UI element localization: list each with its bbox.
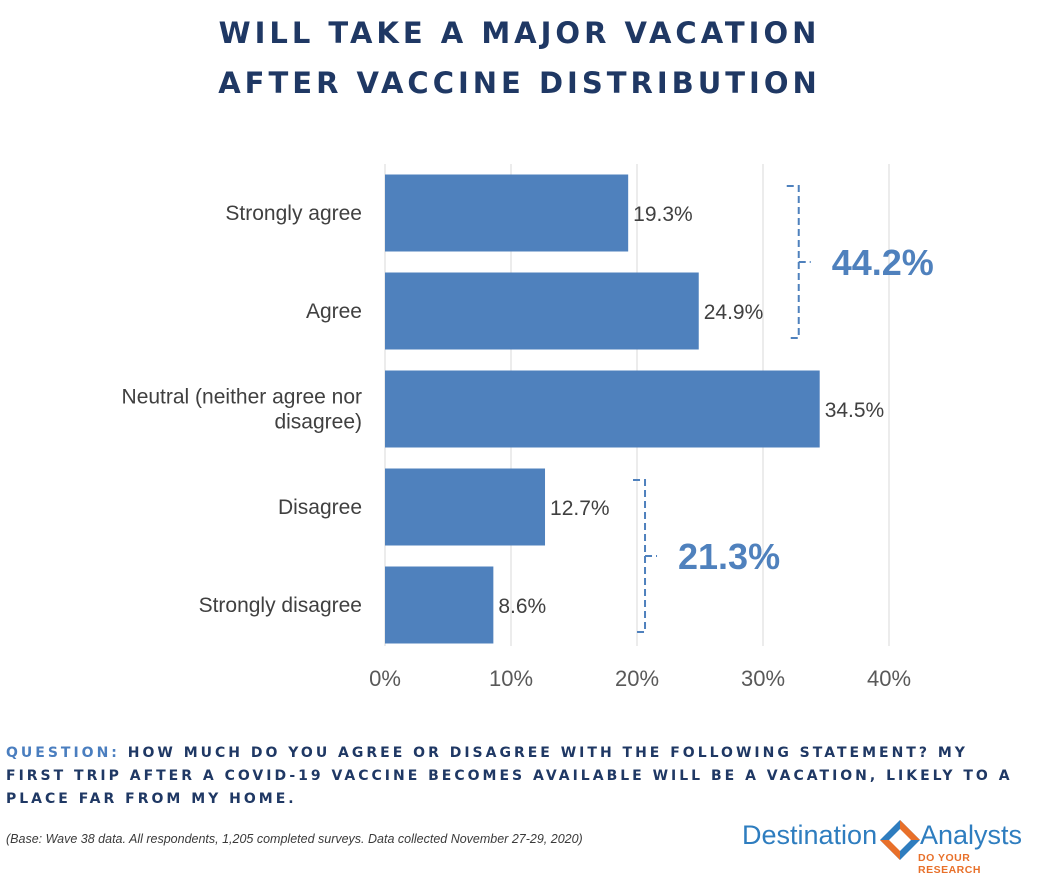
bar bbox=[385, 370, 820, 448]
base-note: (Base: Wave 38 data. All respondents, 1,… bbox=[6, 832, 583, 846]
data-label: 12.7% bbox=[550, 497, 610, 520]
logo-tagline: DO YOUR RESEARCH bbox=[918, 852, 981, 876]
title-line-2: AFTER VACCINE DISTRIBUTION bbox=[218, 66, 821, 100]
bar-chart: Strongly agree Agree Neutral (neither agre… bbox=[122, 164, 934, 691]
destination-analysts-logo: Destination Analysts DO YOUR RESEARCH bbox=[742, 814, 1032, 876]
bracket bbox=[633, 479, 658, 633]
x-tick-label: 20% bbox=[615, 666, 659, 691]
bar bbox=[385, 174, 629, 252]
bars bbox=[385, 174, 820, 644]
x-tick-label: 0% bbox=[369, 666, 401, 691]
x-tick-label: 40% bbox=[867, 666, 911, 691]
bracket-annotations: 44.2% 21.3% bbox=[633, 185, 934, 633]
category-labels: Strongly agree Agree Neutral (neither agre… bbox=[122, 202, 362, 617]
logo-name-right: Analysts bbox=[920, 820, 1023, 850]
data-label: 8.6% bbox=[498, 595, 546, 618]
question-body: HOW MUCH DO YOU AGREE OR DISAGREE WITH T… bbox=[6, 745, 1013, 807]
bracket-total-label: 44.2% bbox=[832, 242, 934, 283]
data-label: 19.3% bbox=[633, 203, 693, 226]
category-label: Neutral (neither agree nor bbox=[122, 386, 362, 409]
x-tick-labels: 0% 10% 20% 30% 40% bbox=[369, 666, 911, 691]
x-tick-label: 30% bbox=[741, 666, 785, 691]
bar bbox=[385, 566, 494, 644]
category-label: Agree bbox=[306, 300, 362, 323]
data-label: 34.5% bbox=[825, 399, 885, 422]
category-label: Disagree bbox=[278, 496, 362, 519]
data-label: 24.9% bbox=[704, 301, 764, 324]
bar bbox=[385, 468, 546, 546]
bar bbox=[385, 272, 699, 350]
x-tick-label: 10% bbox=[489, 666, 533, 691]
title-line-1: WILL TAKE A MAJOR VACATION bbox=[218, 16, 821, 50]
category-label: Strongly agree bbox=[225, 202, 362, 225]
category-label: disagree) bbox=[274, 411, 362, 434]
category-label: Strongly disagree bbox=[199, 594, 362, 617]
logo-name-left: Destination bbox=[742, 820, 878, 850]
question-text: QUESTION: HOW MUCH DO YOU AGREE OR DISAG… bbox=[6, 742, 1026, 811]
chart-title: WILL TAKE A MAJOR VACATION AFTER VACCINE… bbox=[0, 8, 1039, 108]
diamond-logo-icon bbox=[880, 820, 920, 860]
question-label: QUESTION: bbox=[6, 745, 120, 761]
bracket-total-label: 21.3% bbox=[678, 536, 780, 577]
data-labels: 19.3% 24.9% 34.5% 12.7% 8.6% bbox=[498, 203, 884, 618]
bracket bbox=[786, 185, 811, 339]
